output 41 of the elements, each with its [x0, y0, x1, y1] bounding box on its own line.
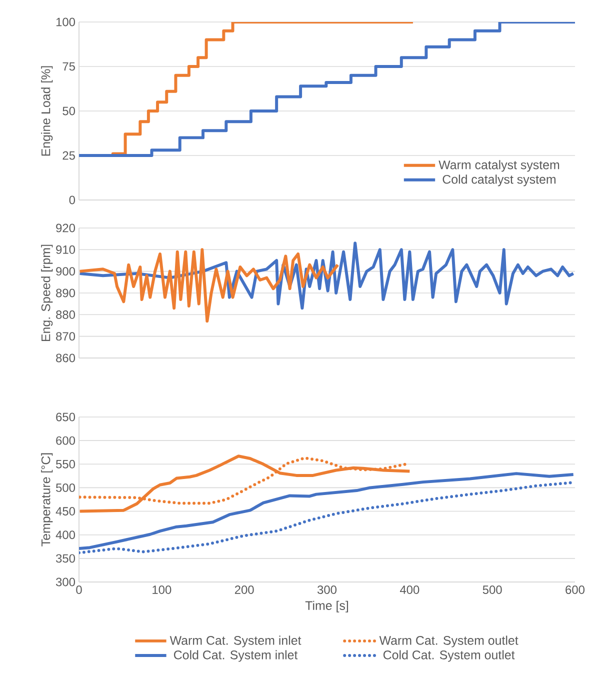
x-tick-label: 300 — [317, 586, 337, 594]
y-tick-label: 550 — [56, 460, 76, 468]
y-tick-label: 650 — [56, 412, 76, 422]
line-series — [79, 248, 340, 323]
y-tick-label: 880 — [56, 310, 76, 319]
y-tick-label: 500 — [56, 483, 76, 492]
y-tick-label: 890 — [56, 288, 76, 298]
x-tick-label: 100 — [152, 586, 172, 594]
y-axis-title: Temperature [°C] — [41, 453, 53, 546]
y-tick-label: 100 — [56, 18, 76, 26]
line-series — [79, 242, 575, 310]
x-tick-label: 500 — [482, 586, 502, 594]
x-tick-label: 0 — [76, 586, 82, 594]
y-tick-label: 870 — [56, 332, 76, 341]
y-tick-label: 860 — [56, 354, 76, 362]
y-tick-label: 25 — [62, 151, 75, 160]
y-tick-label: 0 — [69, 196, 76, 204]
y-tick-label: 350 — [56, 554, 76, 563]
legend-label: Warm catalyst system — [438, 160, 560, 172]
y-tick-label: 920 — [56, 224, 76, 232]
y-tick-label: 600 — [56, 436, 76, 445]
legend-label: Cold catalyst system — [442, 174, 556, 186]
x-tick-label: 400 — [400, 586, 420, 594]
y-tick-label: 50 — [62, 106, 76, 116]
x-tick-label: 600 — [566, 586, 585, 594]
legend-label: Cold Cat. System inlet — [174, 650, 298, 662]
y-tick-label: 300 — [56, 578, 76, 586]
legend-label: Cold Cat. System outlet — [383, 650, 515, 662]
y-tick-label: 450 — [56, 507, 76, 516]
y-axis-title: Engine Load [%] — [41, 66, 53, 156]
y-tick-label: 75 — [62, 62, 75, 71]
line-series — [79, 454, 412, 513]
legend-label: Warm Cat. System outlet — [379, 636, 518, 648]
y-tick-label: 910 — [56, 245, 76, 254]
line-series — [79, 472, 575, 550]
y-tick-label: 400 — [56, 530, 76, 540]
x-tick-label: 200 — [234, 586, 254, 594]
legend-label: Warm Cat. System inlet — [170, 636, 302, 648]
y-axis-title: Eng. Speed [rpm] — [41, 244, 53, 342]
y-tick-label: 900 — [56, 267, 76, 276]
x-axis-title: Time [s] — [305, 600, 348, 612]
